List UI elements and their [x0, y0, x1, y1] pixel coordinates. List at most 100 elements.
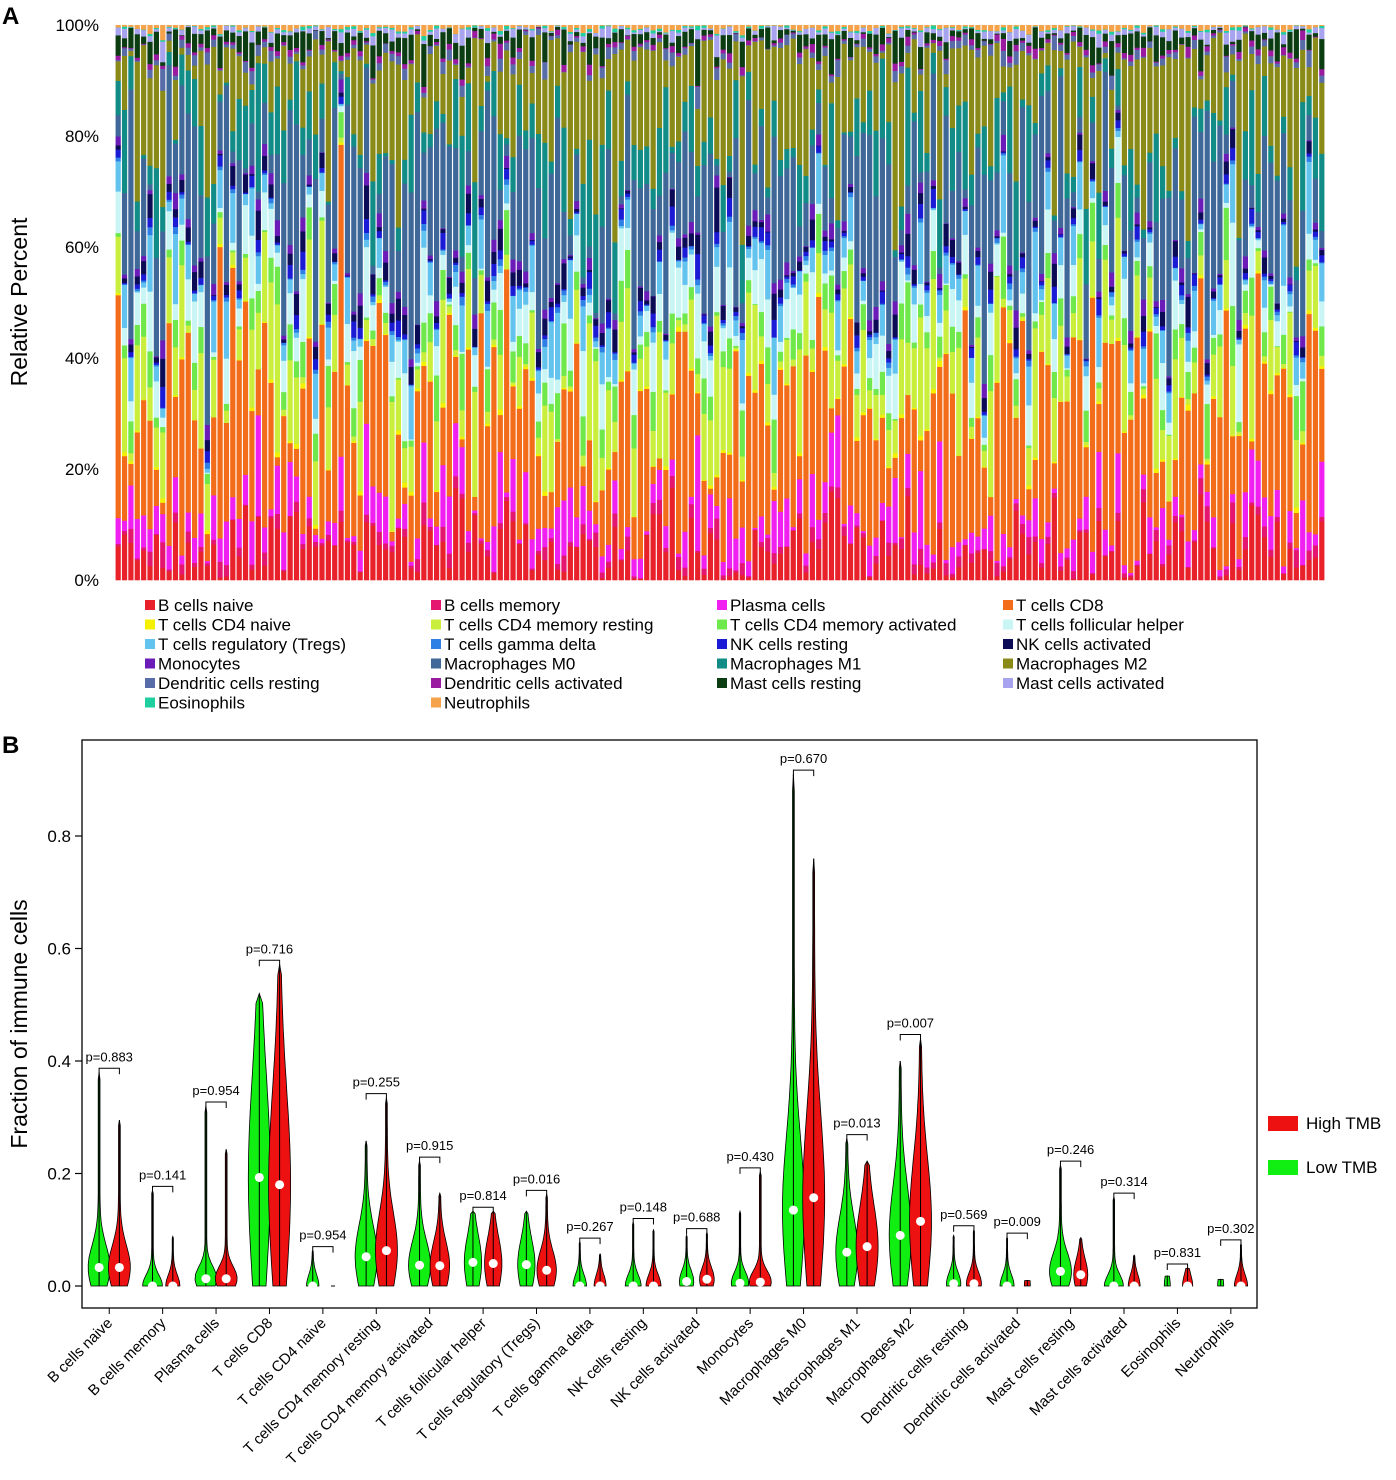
stacked-bar-segment [357, 167, 363, 294]
stacked-bar-segment [1058, 552, 1064, 567]
stacked-bar-segment [1306, 153, 1312, 157]
stacked-bar-segment [1198, 223, 1204, 230]
stacked-bar-segment [134, 560, 140, 581]
stacked-bar-segment [472, 347, 478, 356]
stacked-bar-segment [1217, 284, 1223, 285]
stacked-bar-segment [1064, 369, 1070, 377]
p-value-label: p=0.831 [1154, 1245, 1201, 1260]
stacked-bar-segment [325, 359, 331, 366]
stacked-bar-segment [160, 498, 166, 503]
stacked-bar-segment [949, 30, 956, 37]
stacked-bar-segment [701, 315, 707, 324]
stacked-bar-segment [1198, 255, 1204, 276]
stacked-bar-segment [605, 544, 612, 562]
stacked-bar-segment [389, 29, 395, 42]
stacked-bar-segment [363, 29, 370, 38]
stacked-bar-segment [1179, 190, 1185, 200]
stacked-bar-segment [523, 287, 529, 292]
stacked-bar-segment [1166, 29, 1172, 42]
stacked-bar-segment [809, 369, 815, 373]
stacked-bar-segment [141, 547, 147, 551]
stacked-bar-segment [816, 63, 822, 70]
stacked-bar-segment [650, 33, 656, 39]
stacked-bar-segment [491, 39, 497, 42]
stacked-bar-segment [669, 343, 675, 394]
stacked-bar-segment [1223, 30, 1229, 33]
stacked-bar-segment [822, 34, 828, 46]
stacked-bar-segment [847, 25, 854, 32]
stacked-bar-segment [816, 292, 822, 297]
p-value-label: p=0.716 [246, 941, 293, 956]
stacked-bar-segment [695, 195, 701, 233]
stacked-bar-segment [249, 235, 255, 299]
stacked-bar-segment [402, 68, 408, 80]
stacked-bar-segment [338, 70, 344, 74]
stacked-bar-segment [733, 33, 739, 42]
stacked-bar-segment [484, 423, 491, 427]
stacked-bar-segment [618, 28, 624, 43]
stacked-bar-segment [166, 545, 172, 570]
stacked-bar-segment [714, 68, 720, 81]
stacked-bar-segment [249, 186, 255, 189]
stacked-bar-segment [631, 516, 637, 560]
stacked-bar-segment [1134, 275, 1140, 337]
stacked-bar-segment [211, 495, 217, 540]
stacked-bar-segment [656, 37, 663, 43]
stacked-bar-segment [153, 357, 159, 363]
stacked-bar-segment [134, 430, 140, 433]
stacked-bar-segment [172, 347, 179, 396]
stacked-bar-segment [650, 296, 656, 314]
stacked-bar-segment [1179, 337, 1185, 398]
stacked-bar-segment [796, 256, 803, 262]
stacked-bar-segment [1204, 384, 1210, 405]
stacked-bar-segment [1287, 31, 1293, 53]
stacked-bar-segment [453, 356, 459, 424]
stacked-bar-segment [714, 243, 720, 248]
stacked-bar-segment [1306, 270, 1312, 311]
stacked-bar-segment [605, 25, 612, 26]
stacked-bar-segment [994, 25, 1000, 32]
stacked-bar-segment [975, 57, 981, 134]
stacked-bar-segment [777, 511, 784, 548]
stacked-bar-segment [121, 452, 128, 457]
stacked-bar-segment [796, 57, 803, 64]
stacked-bar-segment [561, 294, 567, 302]
stacked-bar-segment [567, 386, 573, 390]
stacked-bar-segment [1109, 292, 1115, 297]
stacked-bar-segment [1058, 50, 1064, 69]
stacked-bar-segment [580, 465, 586, 467]
stacked-bar-segment [262, 321, 268, 323]
stacked-bar-segment [153, 381, 159, 418]
stacked-bar-segment [790, 329, 796, 360]
stacked-bar-segment [484, 541, 491, 551]
stacked-bar-segment [714, 165, 720, 176]
stacked-bar-segment [1198, 30, 1204, 32]
stacked-bar-segment [892, 418, 898, 421]
stacked-bar-segment [1300, 39, 1306, 50]
stacked-bar-segment [803, 264, 809, 274]
stacked-bar-segment [516, 25, 522, 27]
p-value-label: p=0.954 [192, 1083, 239, 1098]
stacked-bar-segment [1159, 330, 1166, 364]
stacked-bar-segment [930, 39, 936, 43]
stacked-bar-segment [1300, 442, 1306, 445]
stacked-bar-segment [236, 360, 242, 519]
stacked-bar-segment [828, 74, 835, 77]
stacked-bar-segment [1121, 432, 1127, 566]
stacked-bar-segment [1287, 548, 1293, 581]
p-value-bracket [579, 1237, 601, 1245]
stacked-bar-segment [1026, 405, 1032, 446]
stacked-bar-segment [746, 279, 752, 293]
stacked-bar-segment [121, 534, 128, 581]
stacked-bar-segment [338, 96, 344, 104]
p-value-label: p=0.954 [299, 1228, 346, 1243]
stacked-bar-segment [580, 25, 586, 33]
stacked-bar-segment [1319, 355, 1325, 366]
stacked-bar-segment [1191, 362, 1198, 394]
stacked-bar-segment [268, 379, 274, 383]
stacked-bar-segment [1058, 38, 1064, 43]
stacked-bar-segment [223, 297, 230, 302]
stacked-bar-segment [191, 293, 198, 302]
stacked-bar-segment [357, 293, 363, 306]
stacked-bar-segment [236, 308, 242, 327]
